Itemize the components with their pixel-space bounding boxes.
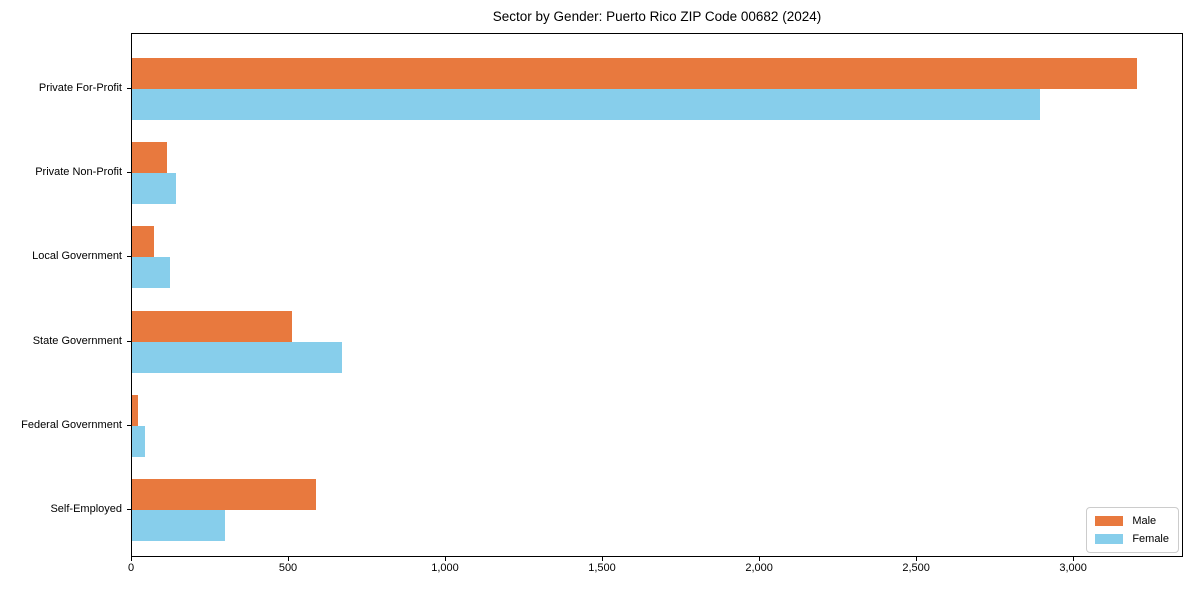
bar-female-4 [132, 341, 343, 373]
bar-female-6 [132, 510, 225, 541]
legend: Male Female [1086, 507, 1179, 553]
x-axis-tick-label: 500 [278, 562, 298, 574]
y-axis-label: State Government [32, 334, 122, 347]
x-axis-tick-label: 0 [127, 562, 135, 574]
y-tick-mark [127, 256, 131, 258]
y-tick-mark [127, 424, 131, 426]
bar-female-3 [132, 257, 170, 289]
bar-male-3 [132, 226, 154, 258]
x-axis-tick-label: 3,000 [1059, 562, 1087, 574]
x-axis-tick-label: 1,500 [588, 562, 616, 574]
x-axis-tick-label: 2,500 [902, 562, 930, 574]
plot-area: Male Female [131, 33, 1183, 557]
legend-swatch-male [1095, 516, 1124, 526]
bar-male-5 [132, 394, 139, 426]
y-axis-label: Federal Government [21, 418, 122, 431]
y-axis-label: Self-Employed [50, 503, 122, 515]
bar-male-4 [132, 310, 293, 342]
x-tick-mark [1073, 557, 1075, 561]
bar-female-2 [132, 173, 176, 205]
x-tick-mark [602, 557, 603, 561]
x-tick-mark [916, 557, 918, 561]
y-axis-label: Private Non-Profit [35, 166, 122, 179]
x-tick-mark [445, 557, 446, 561]
legend-label: Male [1132, 515, 1157, 527]
y-axis-label: Local Government [32, 250, 122, 263]
bar-male-6 [132, 479, 316, 510]
x-axis-tick-label: 2,000 [745, 562, 773, 574]
y-tick-mark [127, 340, 131, 342]
bar-female-5 [132, 425, 145, 457]
x-tick-mark [131, 557, 132, 561]
chart-title: Sector by Gender: Puerto Rico ZIP Code 0… [492, 9, 822, 24]
x-tick-mark [288, 557, 289, 561]
legend-item-male: Male [1095, 515, 1169, 527]
y-tick-mark [127, 88, 131, 89]
bar-male-2 [132, 142, 167, 174]
y-axis-label: Private For-Profit [38, 82, 122, 94]
legend-label: Female [1132, 533, 1169, 545]
legend-item-female: Female [1095, 533, 1169, 545]
y-tick-mark [127, 509, 131, 510]
bar-male-1 [132, 58, 1137, 89]
bar-female-1 [132, 89, 1040, 120]
x-axis-tick-label: 1,000 [431, 562, 459, 574]
x-tick-mark [759, 557, 761, 561]
legend-swatch-female [1095, 534, 1124, 544]
y-tick-mark [127, 172, 131, 174]
